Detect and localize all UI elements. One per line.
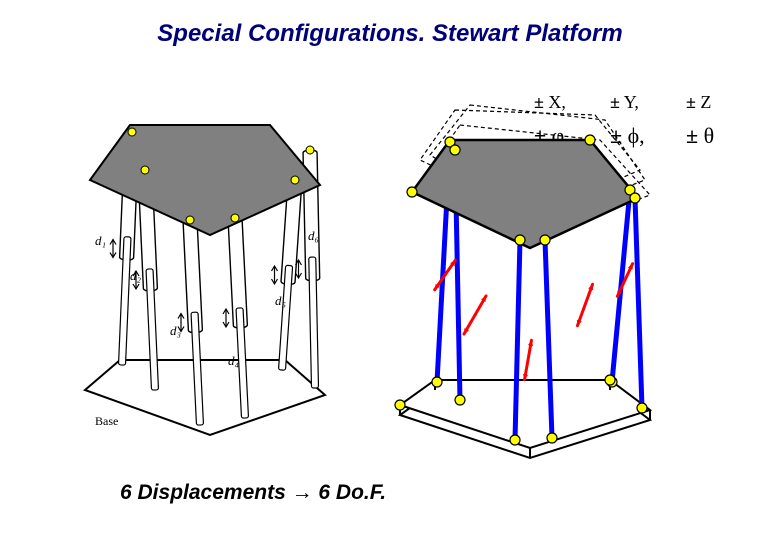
right-stewart-diagram xyxy=(380,80,740,480)
svg-text:d₆: d₆ xyxy=(308,228,319,243)
svg-text:Base: Base xyxy=(95,414,118,428)
svg-text:d₂: d₂ xyxy=(130,268,142,283)
svg-text:d₁: d₁ xyxy=(95,233,106,248)
svg-text:d₄: d₄ xyxy=(228,353,240,368)
left-stewart-diagram: d₁ d₂ d₃ d₄ d₅ d₆ Base xyxy=(60,80,360,460)
footer-text: 6 Displacements → 6 Do.F. xyxy=(120,481,386,505)
svg-text:d₃: d₃ xyxy=(170,323,181,338)
svg-text:d₅: d₅ xyxy=(275,293,286,308)
page-title: Special Configurations. Stewart Platform xyxy=(0,20,780,48)
